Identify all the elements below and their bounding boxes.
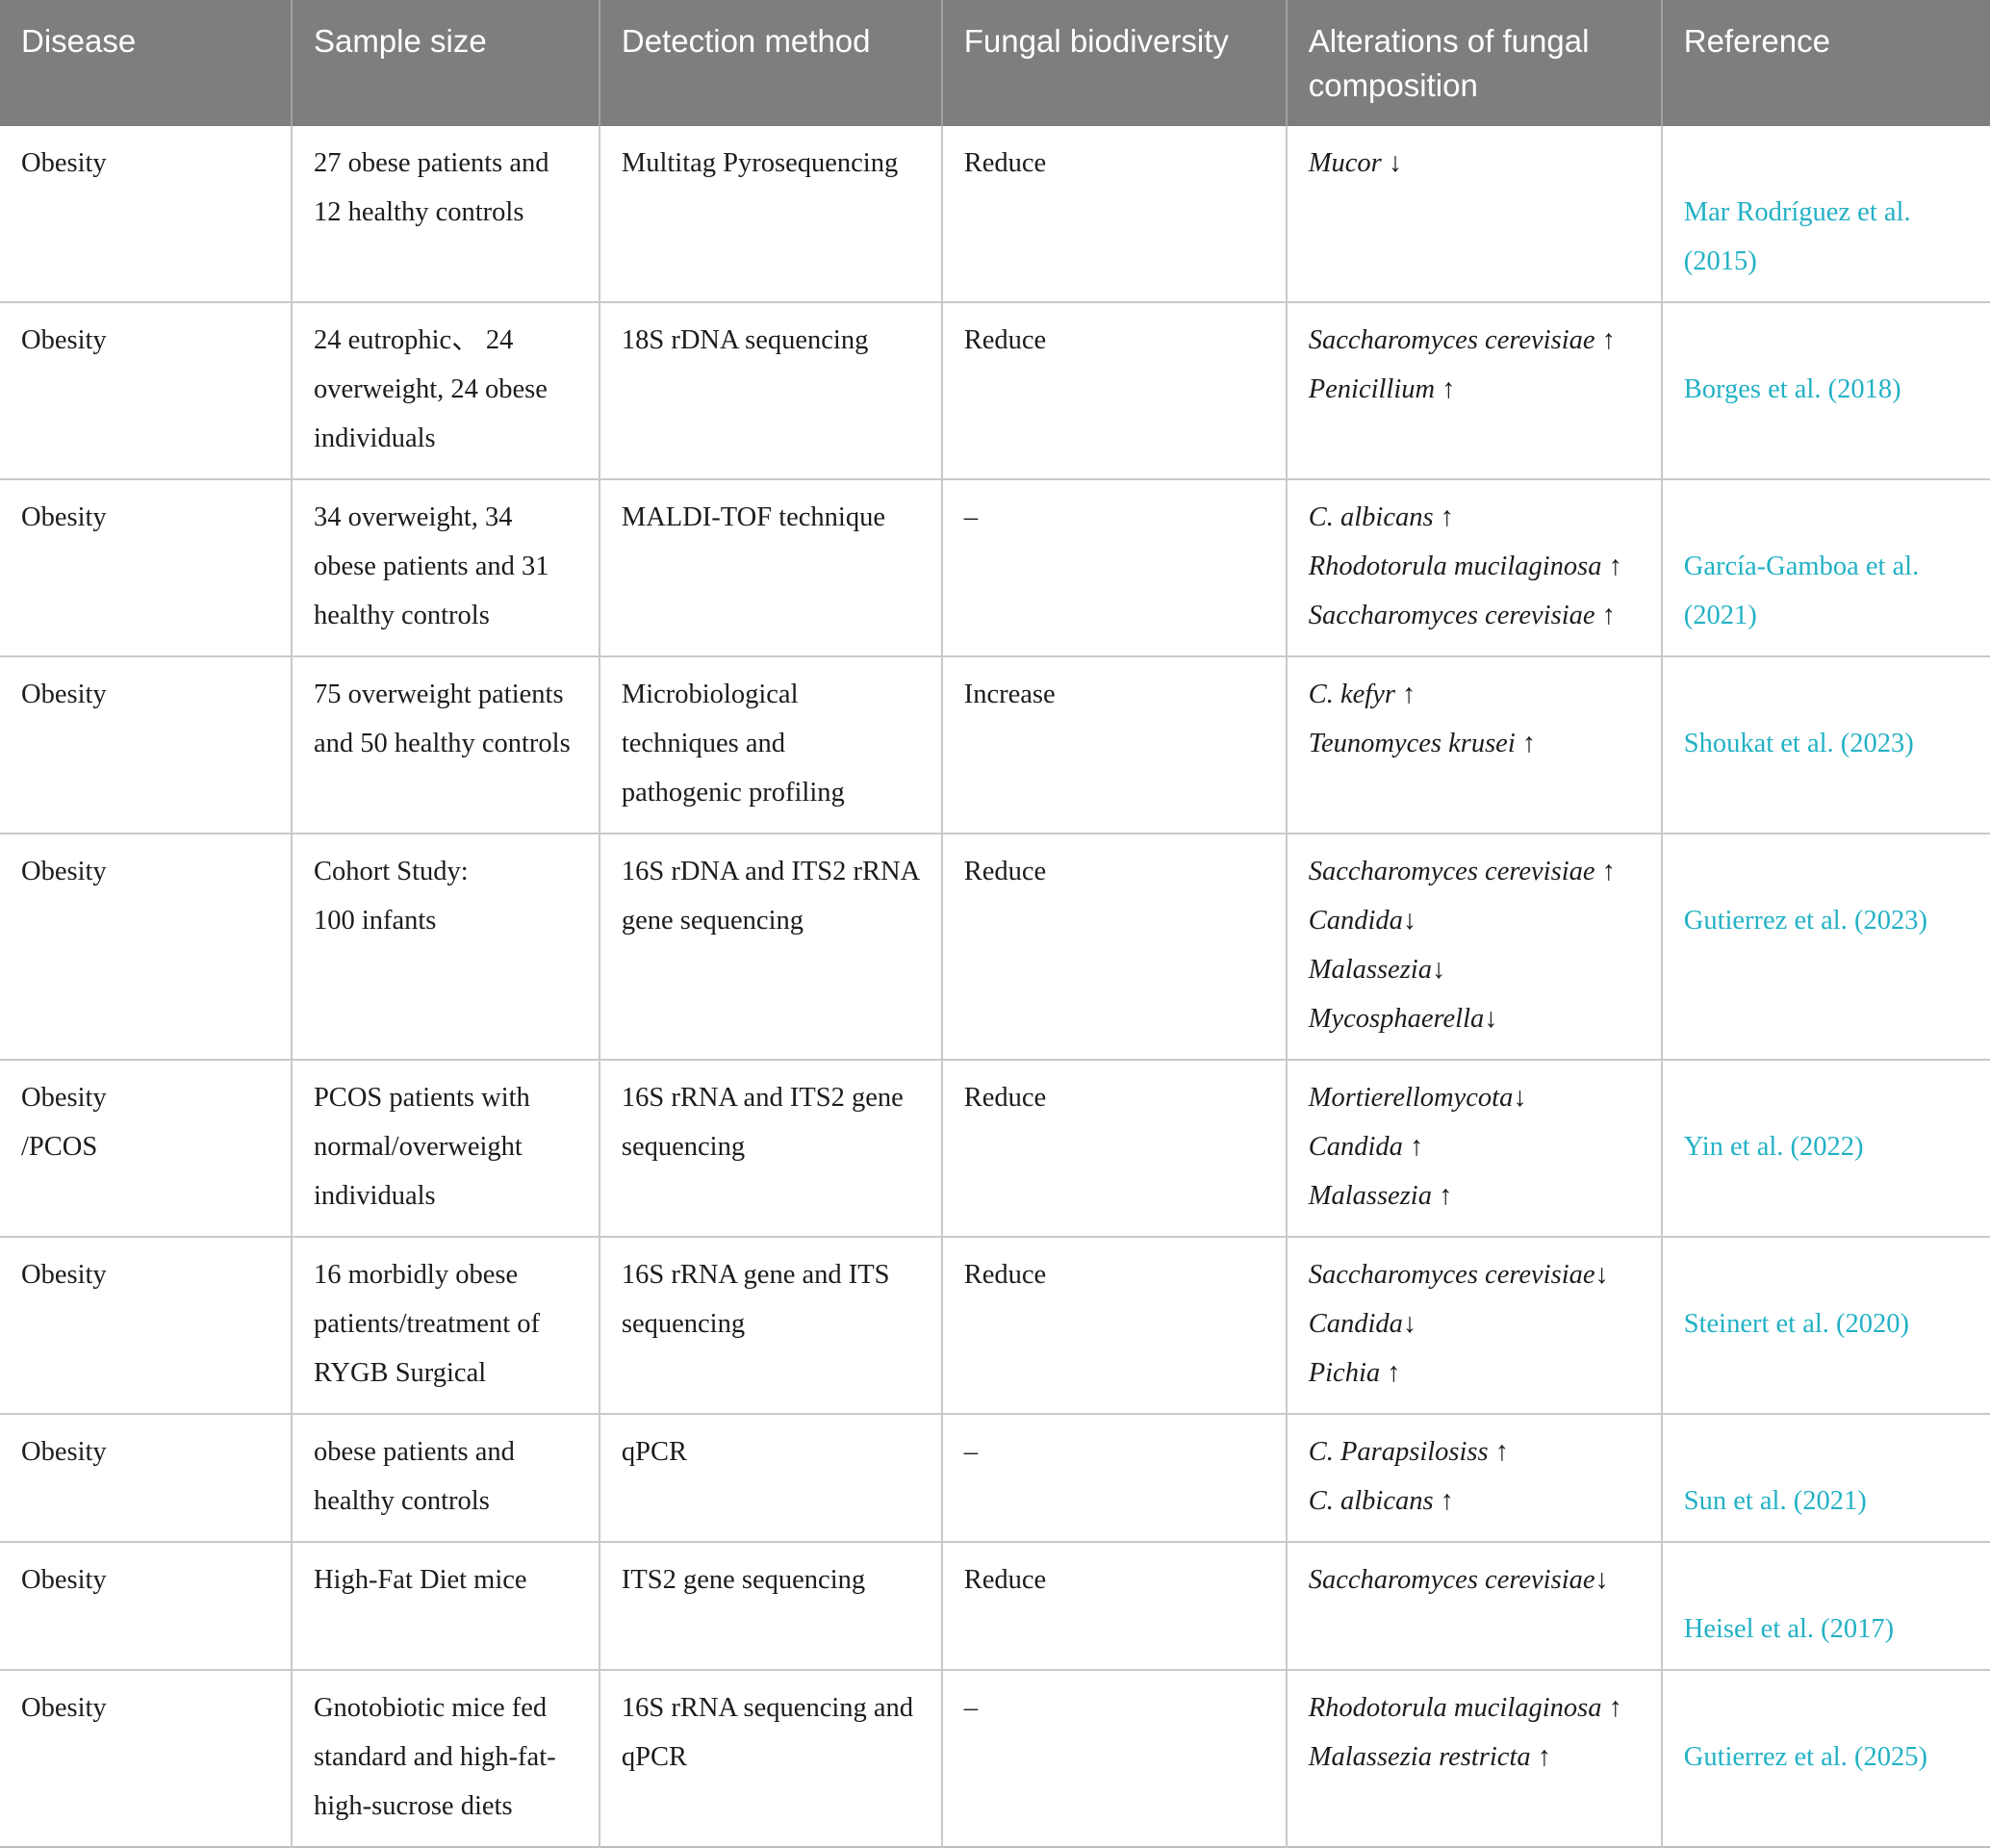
cell-detection-method: 16S rRNA and ITS2 gene sequencing [598, 1059, 942, 1238]
table-row: Obesity 75 overweight patients and 50 he… [0, 655, 1990, 834]
cell-reference: Mar Rodríguez et al. (2015) [1660, 126, 1990, 303]
cell-fungal-biodiversity: Reduce [940, 1541, 1287, 1671]
column-header-detection-method: Detection method [598, 0, 942, 127]
table-row: Obesity 16 morbidly obese patients/treat… [0, 1236, 1990, 1415]
cell-sample-size: obese patients and healthy controls [290, 1413, 600, 1543]
cell-reference: Heisel et al. (2017) [1660, 1541, 1990, 1671]
table-row: Obesity Cohort Study: 100 infants 16S rD… [0, 833, 1990, 1061]
column-header-disease: Disease [0, 0, 292, 127]
cell-detection-method: 16S rRNA gene and ITS sequencing [598, 1236, 942, 1415]
cell-alterations: C. Parapsilosiss ↑ C. albicans ↑ [1285, 1413, 1662, 1543]
reference-link[interactable]: García-Gamboa et al. (2021) [1683, 552, 1920, 631]
cell-reference: Shoukat et al. (2023) [1660, 655, 1990, 834]
table-row: Obesity 27 obese patients and 12 healthy… [0, 126, 1990, 303]
reference-link[interactable]: Gutierrez et al. (2025) [1683, 1742, 1927, 1773]
table-row: Obesity obese patients and healthy contr… [0, 1413, 1990, 1543]
cell-alterations: Saccharomyces cerevisiae ↑ Penicillium ↑ [1285, 301, 1662, 480]
cell-detection-method: 18S rDNA sequencing [598, 301, 942, 480]
cell-fungal-biodiversity: Reduce [940, 301, 1287, 480]
cell-fungal-biodiversity: Reduce [940, 833, 1287, 1061]
cell-reference: Sun et al. (2021) [1660, 1413, 1990, 1543]
cell-sample-size: Gnotobiotic mice fed standard and high-f… [290, 1669, 600, 1848]
reference-link[interactable]: Mar Rodríguez et al. (2015) [1683, 197, 1911, 277]
cell-disease: Obesity [0, 478, 292, 657]
cell-alterations: Saccharomyces cerevisiae ↑ Candida↓ Mala… [1285, 833, 1662, 1061]
cell-fungal-biodiversity: Increase [940, 655, 1287, 834]
reference-link[interactable]: Borges et al. (2018) [1683, 374, 1901, 405]
cell-sample-size: 24 eutrophic、 24 overweight, 24 obese in… [290, 301, 600, 480]
cell-sample-size: 34 overweight, 34 obese patients and 31 … [290, 478, 600, 657]
table-header: Disease Sample size Detection method Fun… [0, 0, 1990, 127]
cell-alterations: C. albicans ↑ Rhodotorula mucilaginosa ↑… [1285, 478, 1662, 657]
cell-reference: Steinert et al. (2020) [1660, 1236, 1990, 1415]
cell-disease: Obesity [0, 301, 292, 480]
cell-sample-size: PCOS patients with normal/overweight ind… [290, 1059, 600, 1238]
cell-alterations: Mucor ↓ [1285, 126, 1662, 303]
header-row: Disease Sample size Detection method Fun… [0, 0, 1990, 127]
cell-alterations: C. kefyr ↑ Teunomyces krusei ↑ [1285, 655, 1662, 834]
column-header-sample-size: Sample size [290, 0, 600, 127]
reference-link[interactable]: Gutierrez et al. (2023) [1683, 906, 1927, 937]
cell-sample-size: Cohort Study: 100 infants [290, 833, 600, 1061]
cell-disease: Obesity [0, 1413, 292, 1543]
table-body: Obesity 27 obese patients and 12 healthy… [0, 126, 1990, 1848]
cell-reference: Borges et al. (2018) [1660, 301, 1990, 480]
table-row: Obesity /PCOS PCOS patients with normal/… [0, 1059, 1990, 1238]
cell-disease: Obesity [0, 833, 292, 1061]
column-header-reference: Reference [1660, 0, 1990, 127]
cell-fungal-biodiversity: Reduce [940, 126, 1287, 303]
table-row: Obesity 24 eutrophic、 24 overweight, 24 … [0, 301, 1990, 480]
reference-link[interactable]: Sun et al. (2021) [1683, 1486, 1867, 1517]
column-header-fungal-biodiversity: Fungal biodiversity [940, 0, 1287, 127]
reference-link[interactable]: Heisel et al. (2017) [1683, 1614, 1895, 1645]
cell-alterations: Mortierellomycota↓ Candida ↑ Malassezia … [1285, 1059, 1662, 1238]
column-header-alterations: Alterations of fungal composition [1285, 0, 1662, 127]
cell-sample-size: 27 obese patients and 12 healthy control… [290, 126, 600, 303]
table-row: Obesity Gnotobiotic mice fed standard an… [0, 1669, 1990, 1848]
cell-fungal-biodiversity: – [940, 1413, 1287, 1543]
cell-detection-method: 16S rRNA sequencing and qPCR [598, 1669, 942, 1848]
cell-disease: Obesity [0, 126, 292, 303]
cell-reference: Gutierrez et al. (2025) [1660, 1669, 1990, 1848]
cell-alterations: Saccharomyces cerevisiae↓ [1285, 1541, 1662, 1671]
cell-reference: Gutierrez et al. (2023) [1660, 833, 1990, 1061]
reference-link[interactable]: Shoukat et al. (2023) [1683, 729, 1914, 759]
cell-fungal-biodiversity: – [940, 1669, 1287, 1848]
cell-reference: García-Gamboa et al. (2021) [1660, 478, 1990, 657]
cell-alterations: Rhodotorula mucilaginosa ↑ Malassezia re… [1285, 1669, 1662, 1848]
reference-link[interactable]: Yin et al. (2022) [1683, 1132, 1864, 1163]
cell-detection-method: Multitag Pyrosequencing [598, 126, 942, 303]
cell-detection-method: qPCR [598, 1413, 942, 1543]
cell-disease: Obesity /PCOS [0, 1059, 292, 1238]
cell-disease: Obesity [0, 1236, 292, 1415]
cell-sample-size: High-Fat Diet mice [290, 1541, 600, 1671]
cell-detection-method: MALDI-TOF technique [598, 478, 942, 657]
table-row: Obesity 34 overweight, 34 obese patients… [0, 478, 1990, 657]
cell-alterations: Saccharomyces cerevisiae↓ Candida↓ Pichi… [1285, 1236, 1662, 1415]
cell-sample-size: 16 morbidly obese patients/treatment of … [290, 1236, 600, 1415]
cell-reference: Yin et al. (2022) [1660, 1059, 1990, 1238]
cell-detection-method: Microbiological techniques and pathogeni… [598, 655, 942, 834]
reference-link[interactable]: Steinert et al. (2020) [1683, 1309, 1909, 1340]
cell-disease: Obesity [0, 655, 292, 834]
cell-disease: Obesity [0, 1541, 292, 1671]
cell-disease: Obesity [0, 1669, 292, 1848]
cell-fungal-biodiversity: – [940, 478, 1287, 657]
cell-sample-size: 75 overweight patients and 50 healthy co… [290, 655, 600, 834]
cell-fungal-biodiversity: Reduce [940, 1236, 1287, 1415]
table-row: Obesity High-Fat Diet mice ITS2 gene seq… [0, 1541, 1990, 1671]
cell-detection-method: ITS2 gene sequencing [598, 1541, 942, 1671]
cell-fungal-biodiversity: Reduce [940, 1059, 1287, 1238]
cell-detection-method: 16S rDNA and ITS2 rRNA gene sequencing [598, 833, 942, 1061]
